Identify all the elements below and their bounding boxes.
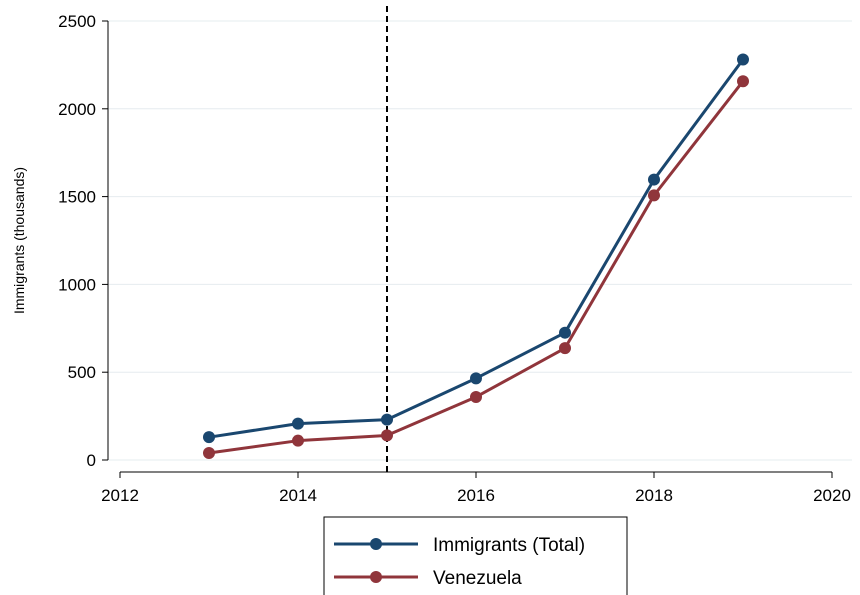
legend-marker-immigrants-total xyxy=(370,538,382,550)
point-venezuela-2013 xyxy=(203,446,215,459)
point-immigrants-total-2014 xyxy=(292,417,304,430)
x-axis-ticks: 2012 2014 2016 2018 2020 xyxy=(101,472,851,505)
point-venezuela-2016 xyxy=(470,390,482,403)
point-venezuela-2017 xyxy=(559,342,571,355)
point-immigrants-total-2016 xyxy=(470,372,482,385)
x-tick-label-2012: 2012 xyxy=(101,486,139,505)
legend-box xyxy=(323,516,628,595)
y-tick-label-2500: 2500 xyxy=(58,12,96,31)
x-tick-label-2020: 2020 xyxy=(813,486,851,505)
y-tick-label-1000: 1000 xyxy=(58,275,96,294)
y-tick-label-0: 0 xyxy=(87,451,96,470)
y-tick-label-500: 500 xyxy=(68,363,96,382)
series-immigrants-total xyxy=(203,53,749,444)
x-tick-label-2016: 2016 xyxy=(457,486,495,505)
x-tick-label-2018: 2018 xyxy=(635,486,673,505)
point-immigrants-total-2019 xyxy=(737,53,749,66)
series-venezuela xyxy=(203,75,749,459)
axes xyxy=(107,21,832,473)
point-venezuela-2014 xyxy=(292,434,304,447)
x-tick-label-2014: 2014 xyxy=(279,486,317,505)
y-axis-title: Immigrants (thousands) xyxy=(11,167,27,314)
y-tick-label-2000: 2000 xyxy=(58,100,96,119)
point-immigrants-total-2015 xyxy=(381,413,393,426)
y-axis-ticks: 0 500 1000 1500 2000 2500 xyxy=(58,12,108,470)
point-venezuela-2015 xyxy=(381,429,393,442)
point-immigrants-total-2013 xyxy=(203,431,215,444)
point-immigrants-total-2018 xyxy=(648,173,660,186)
legend-label-immigrants-total: Immigrants (Total) xyxy=(433,535,585,556)
point-venezuela-2018 xyxy=(648,189,660,202)
y-tick-label-1500: 1500 xyxy=(58,188,96,207)
legend-label-venezuela: Venezuela xyxy=(433,568,522,589)
grid-lines xyxy=(108,20,852,461)
point-immigrants-total-2017 xyxy=(559,326,571,339)
legend-marker-venezuela xyxy=(370,571,382,583)
legend: Immigrants (Total) Venezuela xyxy=(323,516,628,595)
point-venezuela-2019 xyxy=(737,75,749,88)
series-layer xyxy=(203,53,749,459)
